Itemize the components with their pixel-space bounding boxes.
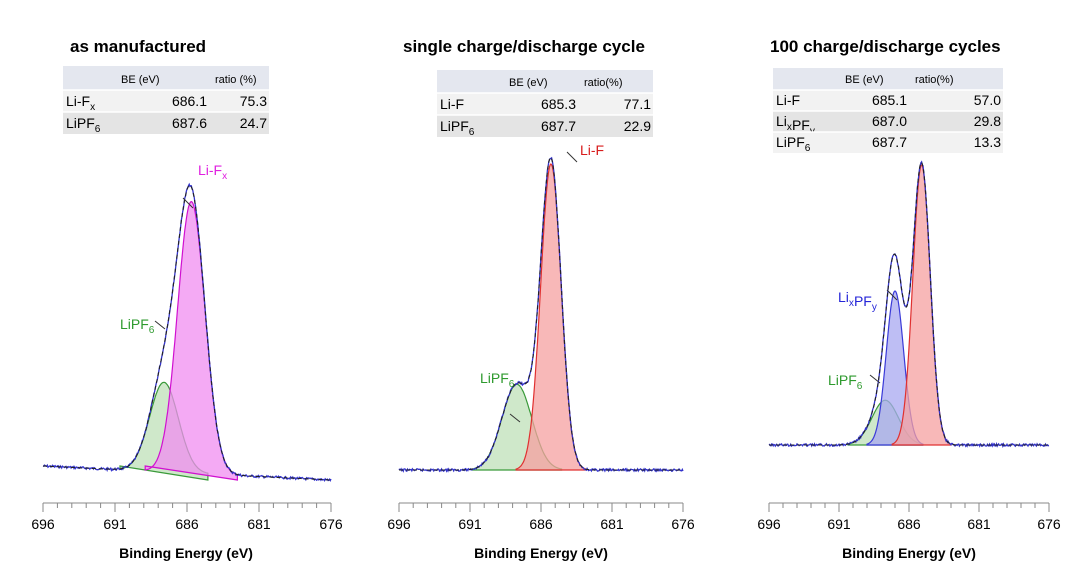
measured-spectrum-line xyxy=(398,156,684,473)
table-row xyxy=(773,90,1003,111)
table-header-cell: BE (eV) xyxy=(509,77,548,89)
x-tick-label: 681 xyxy=(600,516,624,532)
x-tick-label: 691 xyxy=(458,516,482,532)
table-cell-be: 687.7 xyxy=(541,118,576,134)
table-cell-be: 687.6 xyxy=(172,115,207,131)
table-header-cell: ratio(%) xyxy=(915,74,954,86)
table-cell-be: 687.0 xyxy=(872,113,907,129)
peak-label-leader xyxy=(886,289,898,301)
x-axis-label: Binding Energy (eV) xyxy=(474,545,608,561)
chart-title: 100 charge/discharge cycles xyxy=(770,37,1001,56)
x-tick-label: 691 xyxy=(827,516,851,532)
fit-envelope-line xyxy=(769,161,1049,446)
x-tick-label: 681 xyxy=(967,516,991,532)
table-row-label: LiPF6 xyxy=(776,134,811,154)
table-row-label: Li-Fx xyxy=(66,93,95,113)
table-row-label: Li-F xyxy=(440,96,464,112)
table-cell-be: 685.1 xyxy=(872,92,907,108)
peak-label: LixPFy xyxy=(838,289,878,313)
x-tick-label: 696 xyxy=(387,516,411,532)
peak-label-leader xyxy=(182,197,194,209)
table-cell-ratio: 24.7 xyxy=(240,115,267,131)
x-tick-label: 676 xyxy=(319,516,343,532)
peak-label-leader xyxy=(566,151,578,163)
table-header-cell: BE (eV) xyxy=(845,74,884,86)
table-row xyxy=(437,93,653,115)
table-row xyxy=(437,115,653,137)
x-axis-label: Binding Energy (eV) xyxy=(842,545,976,561)
table-cell-ratio: 75.3 xyxy=(240,93,267,109)
chart-title: as manufactured xyxy=(70,37,206,56)
panel-as-manufactured: as manufactured BE (eV) ratio (%) Li-Fx 686.… xyxy=(31,37,343,561)
x-axis-label: Binding Energy (eV) xyxy=(119,545,253,561)
x-tick-label: 686 xyxy=(897,516,921,532)
table-row xyxy=(773,132,1003,153)
peak-label-leader xyxy=(154,320,166,330)
x-tick-label: 696 xyxy=(31,516,55,532)
panel-100-cycles: 100 charge/discharge cycles BE (eV) ratio(… xyxy=(757,37,1061,561)
x-tick-label: 696 xyxy=(757,516,781,532)
table-header-bg xyxy=(63,66,269,90)
table-header-bg xyxy=(773,68,1003,90)
table-header-bg xyxy=(437,70,653,93)
x-tick-label: 686 xyxy=(175,516,199,532)
table-cell-be: 687.7 xyxy=(872,134,907,150)
table-cell-ratio: 13.3 xyxy=(974,134,1001,150)
table-row-label: Li-F xyxy=(776,92,800,108)
table-cell-be: 686.1 xyxy=(172,93,207,109)
table-cell-ratio: 77.1 xyxy=(624,96,651,112)
x-tick-label: 681 xyxy=(247,516,271,532)
table-row xyxy=(63,90,269,112)
table-cell-be: 685.3 xyxy=(541,96,576,112)
table-row-label: LiPF6 xyxy=(440,118,475,138)
table-row-label: LiPF6 xyxy=(66,115,101,135)
table-header-cell: ratio(%) xyxy=(584,77,623,89)
x-tick-label: 676 xyxy=(671,516,695,532)
table-cell-ratio: 57.0 xyxy=(974,92,1001,108)
table-row xyxy=(773,111,1003,132)
peak-label: Li-Fx xyxy=(198,162,227,182)
chart-title: single charge/discharge cycle xyxy=(403,37,645,56)
table-cell-ratio: 22.9 xyxy=(624,118,651,134)
panel-single-cycle: single charge/discharge cycle BE (eV) rati… xyxy=(387,37,695,561)
fit-envelope-line xyxy=(399,157,683,471)
table-row xyxy=(63,112,269,134)
table-cell-ratio: 29.8 xyxy=(974,113,1001,129)
table-header-cell: BE (eV) xyxy=(121,74,160,86)
table-header-cell: ratio (%) xyxy=(215,74,257,86)
peak-label: LiPF6 xyxy=(828,372,863,392)
peak-label: LiPF6 xyxy=(120,316,155,336)
peak-label: Li-F xyxy=(580,142,604,158)
peak-label-leader xyxy=(509,413,521,423)
peak-label: LiPF6 xyxy=(480,370,515,390)
peak-label-leader xyxy=(869,374,881,384)
x-tick-label: 686 xyxy=(529,516,553,532)
x-tick-label: 676 xyxy=(1037,516,1061,532)
x-tick-label: 691 xyxy=(103,516,127,532)
